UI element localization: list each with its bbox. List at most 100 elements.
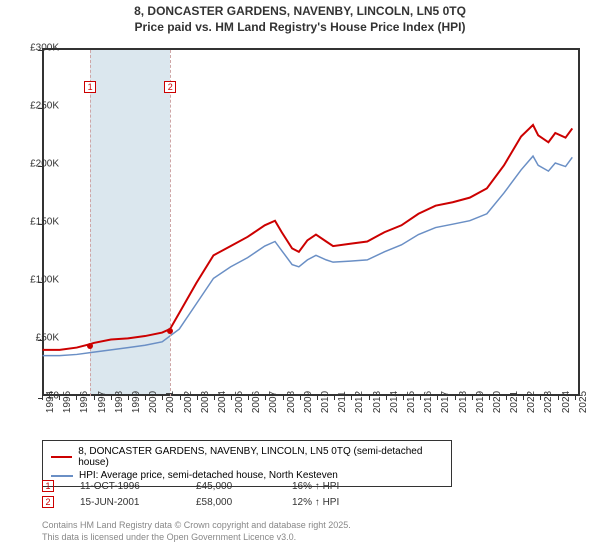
xtick: [455, 396, 456, 400]
xtick: [403, 396, 404, 400]
xtick-label: 2025: [578, 391, 589, 413]
xtick: [540, 396, 541, 400]
xtick: [489, 396, 490, 400]
xtick: [317, 396, 318, 400]
xtick: [437, 396, 438, 400]
legend-swatch: [51, 475, 73, 477]
legend-label: 8, DONCASTER GARDENS, NAVENBY, LINCOLN, …: [78, 446, 443, 468]
sales-price: £45,000: [196, 481, 266, 492]
xtick-label: 2012: [354, 391, 365, 413]
xtick-label: 1999: [131, 391, 142, 413]
chart-lines-svg: [42, 50, 578, 396]
xtick: [472, 396, 473, 400]
xtick: [558, 396, 559, 400]
xtick-label: 2000: [148, 391, 159, 413]
xtick: [248, 396, 249, 400]
ytick-label: £100K: [21, 275, 59, 286]
xtick: [94, 396, 95, 400]
legend-swatch: [51, 456, 72, 458]
xtick-label: 2021: [509, 391, 520, 413]
attribution-line-2: This data is licensed under the Open Gov…: [42, 532, 351, 544]
ytick-label: £200K: [21, 159, 59, 170]
xtick: [506, 396, 507, 400]
sales-row: 2 15-JUN-2001 £58,000 12% ↑ HPI: [42, 496, 372, 508]
xtick: [180, 396, 181, 400]
xtick-label: 2010: [320, 391, 331, 413]
sales-diff: 16% ↑ HPI: [292, 481, 372, 492]
plot-area: 12: [42, 50, 578, 396]
xtick-label: 2007: [268, 391, 279, 413]
xtick-label: 2013: [372, 391, 383, 413]
xtick-label: 2009: [303, 391, 314, 413]
xtick-label: 2008: [286, 391, 297, 413]
ytick-label: £250K: [21, 101, 59, 112]
xtick: [351, 396, 352, 400]
xtick: [76, 396, 77, 400]
xtick: [111, 396, 112, 400]
chart-title-block: 8, DONCASTER GARDENS, NAVENBY, LINCOLN, …: [0, 0, 600, 43]
xtick: [162, 396, 163, 400]
title-line-1: 8, DONCASTER GARDENS, NAVENBY, LINCOLN, …: [0, 4, 600, 20]
sales-table: 1 11-OCT-1996 £45,000 16% ↑ HPI 2 15-JUN-2001…: [42, 480, 372, 512]
xtick-label: 2017: [440, 391, 451, 413]
xtick-label: 2006: [251, 391, 262, 413]
xtick: [214, 396, 215, 400]
sale-dot: [87, 343, 93, 349]
xtick-label: 2002: [183, 391, 194, 413]
xtick: [59, 396, 60, 400]
xtick: [420, 396, 421, 400]
xtick-label: 1995: [62, 391, 73, 413]
ytick-label: £50K: [21, 333, 59, 344]
xtick: [265, 396, 266, 400]
sales-marker: 1: [42, 480, 54, 492]
xtick: [386, 396, 387, 400]
xtick-label: 2015: [406, 391, 417, 413]
legend-item: 8, DONCASTER GARDENS, NAVENBY, LINCOLN, …: [51, 445, 443, 469]
sales-row: 1 11-OCT-1996 £45,000 16% ↑ HPI: [42, 480, 372, 492]
sale-dot: [167, 328, 173, 334]
series-price_paid: [43, 125, 573, 350]
xtick: [128, 396, 129, 400]
xtick-label: 2016: [423, 391, 434, 413]
xtick-label: 1994: [45, 391, 56, 413]
xtick-label: 2003: [200, 391, 211, 413]
title-line-2: Price paid vs. HM Land Registry's House …: [0, 20, 600, 36]
xtick-label: 2023: [543, 391, 554, 413]
attribution: Contains HM Land Registry data © Crown c…: [42, 520, 351, 543]
xtick-label: 2004: [217, 391, 228, 413]
xtick: [283, 396, 284, 400]
xtick: [334, 396, 335, 400]
sales-marker: 2: [42, 496, 54, 508]
attribution-line-1: Contains HM Land Registry data © Crown c…: [42, 520, 351, 532]
chart-area: 12: [42, 48, 580, 396]
xtick-label: 2001: [165, 391, 176, 413]
ytick-label: £300K: [21, 43, 59, 54]
series-hpi: [43, 156, 573, 356]
xtick-label: 2022: [526, 391, 537, 413]
sales-date: 15-JUN-2001: [80, 497, 170, 508]
xtick: [575, 396, 576, 400]
xtick: [231, 396, 232, 400]
xtick-label: 1997: [97, 391, 108, 413]
xtick-label: 2005: [234, 391, 245, 413]
xtick-label: 1996: [79, 391, 90, 413]
ytick-label: £150K: [21, 217, 59, 228]
xtick-label: 2011: [337, 391, 348, 413]
xtick-label: 2018: [458, 391, 469, 413]
xtick-label: 1998: [114, 391, 125, 413]
xtick: [145, 396, 146, 400]
xtick: [197, 396, 198, 400]
xtick: [300, 396, 301, 400]
xtick-label: 2020: [492, 391, 503, 413]
xtick: [523, 396, 524, 400]
sales-diff: 12% ↑ HPI: [292, 497, 372, 508]
sale-marker: 1: [84, 81, 96, 93]
sales-date: 11-OCT-1996: [80, 481, 170, 492]
sale-vline: [170, 50, 171, 396]
sale-marker: 2: [164, 81, 176, 93]
sales-price: £58,000: [196, 497, 266, 508]
xtick: [369, 396, 370, 400]
xtick-label: 2019: [475, 391, 486, 413]
xtick-label: 2024: [561, 391, 572, 413]
xtick-label: 2014: [389, 391, 400, 413]
